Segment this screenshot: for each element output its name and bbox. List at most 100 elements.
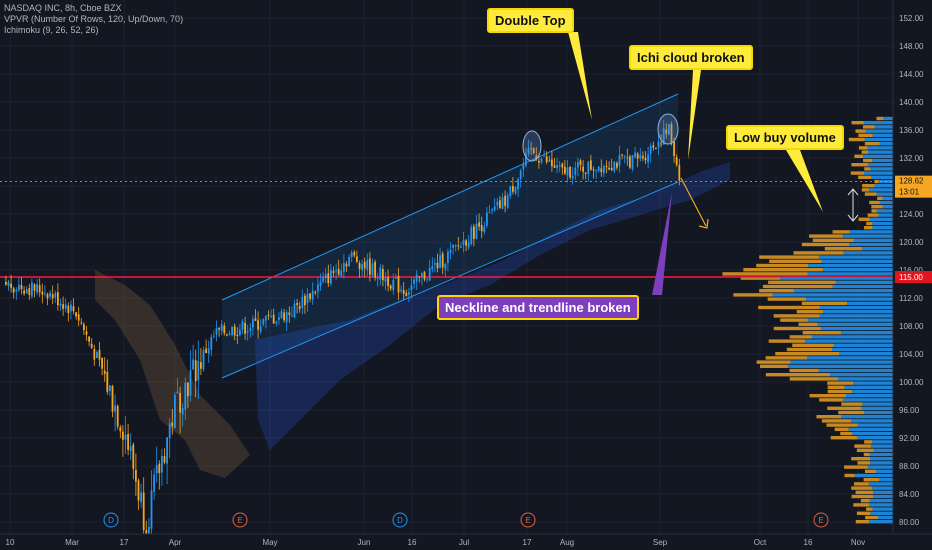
volume-bar-down: [827, 381, 854, 385]
price-tick-label: 144.00: [899, 70, 924, 79]
volume-bar-down: [827, 406, 862, 410]
symbol-legend[interactable]: NASDAQ INC, 8h, Cboe BZX: [4, 3, 122, 13]
candle: [93, 344, 96, 366]
candle: [491, 208, 493, 215]
candle: [678, 158, 681, 186]
volume-bar-up: [844, 385, 893, 389]
dividend-marker: D: [103, 512, 119, 528]
volume-bar-up: [870, 511, 893, 515]
volume-bar-up: [819, 305, 893, 310]
callout-pointers: [568, 32, 859, 295]
candle: [447, 248, 449, 272]
volume-bar-down: [863, 158, 873, 163]
volume-bar-down: [830, 436, 858, 440]
neckline-price-badge: 115.00: [895, 271, 932, 283]
volume-bar-up: [807, 272, 893, 276]
time-tick-label: 10: [6, 538, 15, 547]
candle: [662, 119, 665, 145]
double-top-left-marker: [522, 130, 542, 162]
candle: [675, 154, 678, 167]
candle: [101, 357, 103, 376]
candle: [366, 253, 369, 277]
candle: [439, 247, 441, 269]
candle: [673, 137, 675, 163]
candle: [12, 286, 15, 299]
projection-arrow: [680, 177, 707, 227]
candle: [551, 150, 553, 172]
candle: [454, 244, 457, 252]
candle: [57, 283, 59, 311]
volume-bar-down: [841, 402, 863, 406]
candle: [132, 442, 135, 480]
candle: [311, 282, 314, 305]
volume-bar-down: [864, 142, 880, 146]
volume-bar-up: [818, 368, 893, 373]
volume-bar-down: [871, 209, 877, 213]
candle: [592, 166, 595, 179]
last-price-badge: 128.62 13:01: [895, 175, 932, 198]
candle: [72, 298, 75, 315]
volume-bar-down: [756, 360, 791, 364]
vpvr-legend[interactable]: VPVR (Number Of Rows, 120, Up/Down, 70): [4, 14, 184, 24]
candle: [610, 158, 613, 172]
candle: [371, 258, 374, 278]
volume-bar-up: [883, 116, 893, 121]
volume-bar-up: [873, 494, 893, 499]
volume-bar-down: [863, 226, 873, 230]
volume-bar-down: [871, 205, 883, 209]
volume-bar-down: [854, 154, 864, 158]
candle: [423, 271, 426, 282]
candle: [532, 147, 535, 155]
dividend-marker: D: [392, 512, 408, 528]
candle: [384, 271, 387, 291]
candle: [517, 177, 519, 197]
candle: [363, 257, 366, 278]
volume-bar-down: [809, 234, 844, 238]
volume-bar-up: [868, 163, 893, 167]
candle: [376, 272, 379, 287]
candle: [291, 306, 293, 318]
volume-bar-up: [876, 192, 893, 196]
candle: [473, 223, 475, 247]
candle: [348, 254, 350, 267]
candle: [483, 221, 486, 235]
time-tick-label: 17: [120, 538, 129, 547]
candle: [350, 250, 353, 263]
candle: [597, 166, 600, 173]
volume-bar-down: [861, 188, 870, 192]
candle: [584, 172, 587, 180]
candle: [257, 311, 259, 339]
candle: [488, 205, 491, 214]
candle: [103, 357, 106, 382]
volume-bar-down: [801, 242, 850, 247]
volume-bar-down: [775, 352, 840, 356]
candle: [15, 287, 18, 300]
candle: [519, 168, 522, 188]
candle: [449, 242, 452, 260]
candle: [582, 160, 584, 180]
ichimoku-legend[interactable]: Ichimoku (9, 26, 52, 26): [4, 25, 99, 35]
candle: [415, 270, 418, 290]
volume-bar-down: [789, 368, 819, 373]
volume-bar-down: [854, 444, 872, 448]
price-tick-label: 84.00: [899, 490, 920, 499]
volume-bar-down: [848, 137, 865, 142]
candle: [306, 288, 309, 312]
price-tick-label: 140.00: [899, 98, 924, 107]
candle: [67, 302, 70, 322]
double-top-pointer: [568, 32, 592, 120]
time-tick-label: 16: [804, 538, 813, 547]
candle: [267, 310, 270, 321]
candle: [18, 277, 20, 293]
volume-bar-up: [874, 125, 893, 129]
candle: [571, 166, 574, 185]
candle: [283, 308, 285, 323]
volume-bar-down: [821, 419, 852, 423]
volume-bar-up: [849, 230, 893, 234]
price-tick-label: 80.00: [899, 518, 920, 527]
candle: [577, 157, 579, 177]
candle: [192, 344, 194, 370]
candle: [400, 285, 402, 294]
